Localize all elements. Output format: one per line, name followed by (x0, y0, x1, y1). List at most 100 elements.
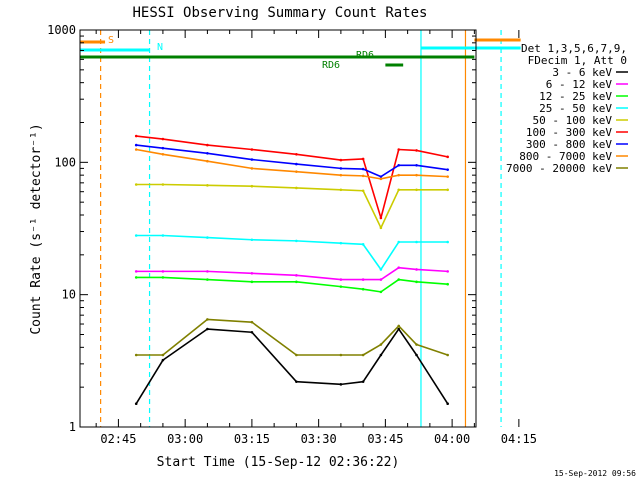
data-point (361, 167, 365, 171)
legend-header: FDecim 1, Att 0 (528, 54, 627, 67)
data-point (446, 168, 449, 171)
x-tick-label: 03:45 (367, 432, 403, 446)
data-point (361, 174, 365, 178)
data-point (250, 238, 254, 242)
data-point (397, 240, 401, 244)
data-point (446, 155, 449, 159)
data-point (161, 353, 165, 357)
data-point (397, 173, 401, 177)
x-tick-label: 04:00 (434, 432, 470, 446)
x-tick-label: 03:15 (234, 432, 270, 446)
data-point (397, 188, 401, 192)
legend-label: 800 - 7000 keV (519, 150, 612, 163)
data-point (250, 272, 254, 275)
status-bar-5 (474, 38, 521, 42)
data-point (250, 280, 254, 284)
data-point (415, 173, 418, 177)
data-point (415, 268, 418, 271)
data-point (415, 188, 418, 192)
series-layer (134, 134, 449, 405)
data-point (206, 318, 209, 321)
legend-label: 50 - 100 keV (533, 114, 613, 127)
x-axis-label: Start Time (15-Sep-12 02:36:22) (157, 455, 400, 470)
data-point (339, 353, 343, 357)
data-point (134, 276, 138, 279)
legend-label: 12 - 25 keV (539, 90, 612, 103)
data-point (295, 170, 298, 173)
legend-label: 25 - 50 keV (539, 102, 612, 115)
data-point (250, 167, 254, 170)
series-line-0 (135, 328, 449, 405)
series-line-2 (136, 276, 448, 293)
data-point (446, 175, 449, 178)
data-point (161, 153, 165, 156)
data-point (161, 270, 165, 273)
series-line-5 (136, 135, 448, 219)
data-point (361, 189, 365, 193)
y-tick-label: 10 (62, 288, 76, 302)
data-point (415, 163, 418, 167)
data-point (206, 278, 209, 281)
data-point (161, 276, 165, 279)
data-point (379, 343, 383, 346)
y-tick-label: 1 (69, 420, 76, 434)
timestamp: 15-Sep-2012 09:56 (554, 469, 636, 478)
data-point (161, 137, 165, 141)
data-point (379, 216, 383, 220)
y-axis-label: Count Rate (s⁻¹ detector⁻¹) (29, 123, 44, 334)
data-point (295, 274, 298, 277)
legend-label: 7000 - 20000 keV (506, 162, 612, 175)
series-line-8 (136, 318, 448, 356)
data-point (161, 358, 165, 362)
data-point (134, 148, 138, 151)
annotation-layer: S N RD6 RD6 (108, 35, 374, 71)
data-point (446, 282, 449, 286)
data-point (161, 183, 165, 186)
status-bar-6 (474, 46, 521, 50)
data-point (379, 353, 383, 357)
data-point (379, 177, 383, 181)
data-point (339, 167, 343, 170)
data-point (361, 278, 365, 281)
data-point (339, 278, 343, 281)
data-point (379, 290, 383, 294)
legend-label: 100 - 300 keV (526, 126, 612, 139)
data-point (397, 163, 401, 167)
legend-header: Det 1,3,5,6,7,9, (521, 42, 627, 55)
data-point (134, 402, 138, 405)
data-point (446, 240, 449, 244)
data-point (339, 173, 343, 177)
status-bar-3 (385, 63, 404, 67)
data-point (295, 353, 298, 357)
data-point (134, 143, 138, 147)
data-point (134, 134, 138, 138)
data-point (397, 324, 401, 328)
x-tick-label: 04:15 (501, 432, 537, 446)
annotation-label: N (157, 42, 163, 53)
data-point (397, 266, 401, 269)
status-bar-2 (80, 55, 475, 59)
data-point (379, 278, 383, 281)
data-point (206, 270, 209, 273)
status-bar-4 (420, 46, 475, 50)
annotation-label: S (108, 35, 114, 46)
data-point (206, 184, 209, 187)
series-line-3 (136, 234, 448, 271)
y-tick-label: 1000 (47, 23, 76, 37)
data-point (295, 380, 298, 383)
data-point (206, 236, 209, 239)
data-point (379, 226, 383, 230)
data-point (361, 157, 365, 161)
x-tick-label: 02:45 (100, 432, 136, 446)
data-point (415, 280, 418, 284)
legend-label: 6 - 12 keV (546, 78, 613, 91)
status-bar-1 (80, 48, 150, 52)
data-point (206, 159, 209, 163)
data-point (361, 353, 365, 357)
data-point (361, 287, 365, 291)
data-point (415, 240, 418, 244)
data-point (206, 327, 209, 331)
data-point (250, 330, 254, 334)
data-point (339, 241, 343, 245)
